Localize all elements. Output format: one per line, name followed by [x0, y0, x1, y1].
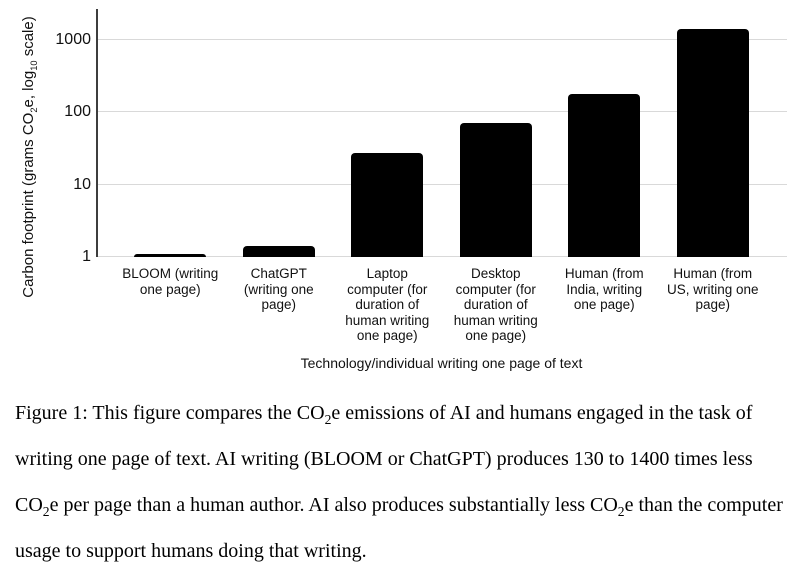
x-category-label-1: ChatGPT (writing one page)	[243, 266, 314, 312]
bar-1	[242, 246, 315, 257]
text-segment: usage to support humans doing that writi…	[15, 540, 367, 562]
text-segment: Figure 1: This figure compares the CO	[15, 402, 325, 424]
x-category-label-3: Desktop computer (for duration of human …	[453, 266, 538, 343]
plot-area	[96, 9, 787, 257]
subscript-text: 2	[42, 504, 50, 519]
y-axis-line	[96, 9, 98, 257]
gridline-1	[96, 256, 787, 257]
gridline-10	[96, 183, 787, 185]
x-category-label-4: Human (from India, writing one page)	[564, 266, 644, 312]
bar-3	[459, 123, 532, 257]
subscript-text: 2	[617, 504, 625, 519]
gridline-100	[96, 111, 787, 113]
figure-caption: Figure 1: This figure compares the CO2e …	[15, 390, 789, 574]
caption-line: usage to support humans doing that writi…	[15, 528, 789, 574]
x-axis-title: Technology/individual writing one page o…	[300, 355, 583, 371]
text-segment: CO	[15, 494, 43, 516]
caption-line: Figure 1: This figure compares the CO2e …	[15, 390, 789, 436]
y-tick-label-100: 100	[64, 103, 91, 121]
y-axis-ticks: 1 10 100 1000	[0, 9, 91, 264]
x-category-label-5: Human (from US, writing one page)	[666, 266, 759, 312]
bar-2	[351, 153, 424, 257]
text-segment: e than the computer	[624, 494, 783, 516]
x-category-label-0: BLOOM (writing one page)	[122, 266, 219, 297]
subscript-text: 2	[324, 412, 332, 427]
bar-5	[676, 29, 749, 257]
caption-line: CO2e per page than a human author. AI al…	[15, 482, 789, 528]
bar-0	[134, 254, 207, 257]
text-segment: writing one page of text. AI writing (BL…	[15, 448, 753, 470]
text-segment: e per page than a human author. AI also …	[49, 494, 618, 516]
bar-4	[568, 93, 641, 257]
y-tick-label-10: 10	[73, 175, 91, 193]
caption-line: writing one page of text. AI writing (BL…	[15, 436, 789, 482]
bar-chart: Carbon footprint (grams CO2e, log10 scal…	[0, 9, 787, 371]
y-tick-label-1: 1	[82, 248, 91, 265]
x-category-label-2: Laptop computer (for duration of human w…	[345, 266, 430, 343]
y-tick-label-1000: 1000	[55, 30, 91, 48]
gridline-1000	[96, 38, 787, 40]
text-segment: e emissions of AI and humans engaged in …	[331, 402, 753, 424]
